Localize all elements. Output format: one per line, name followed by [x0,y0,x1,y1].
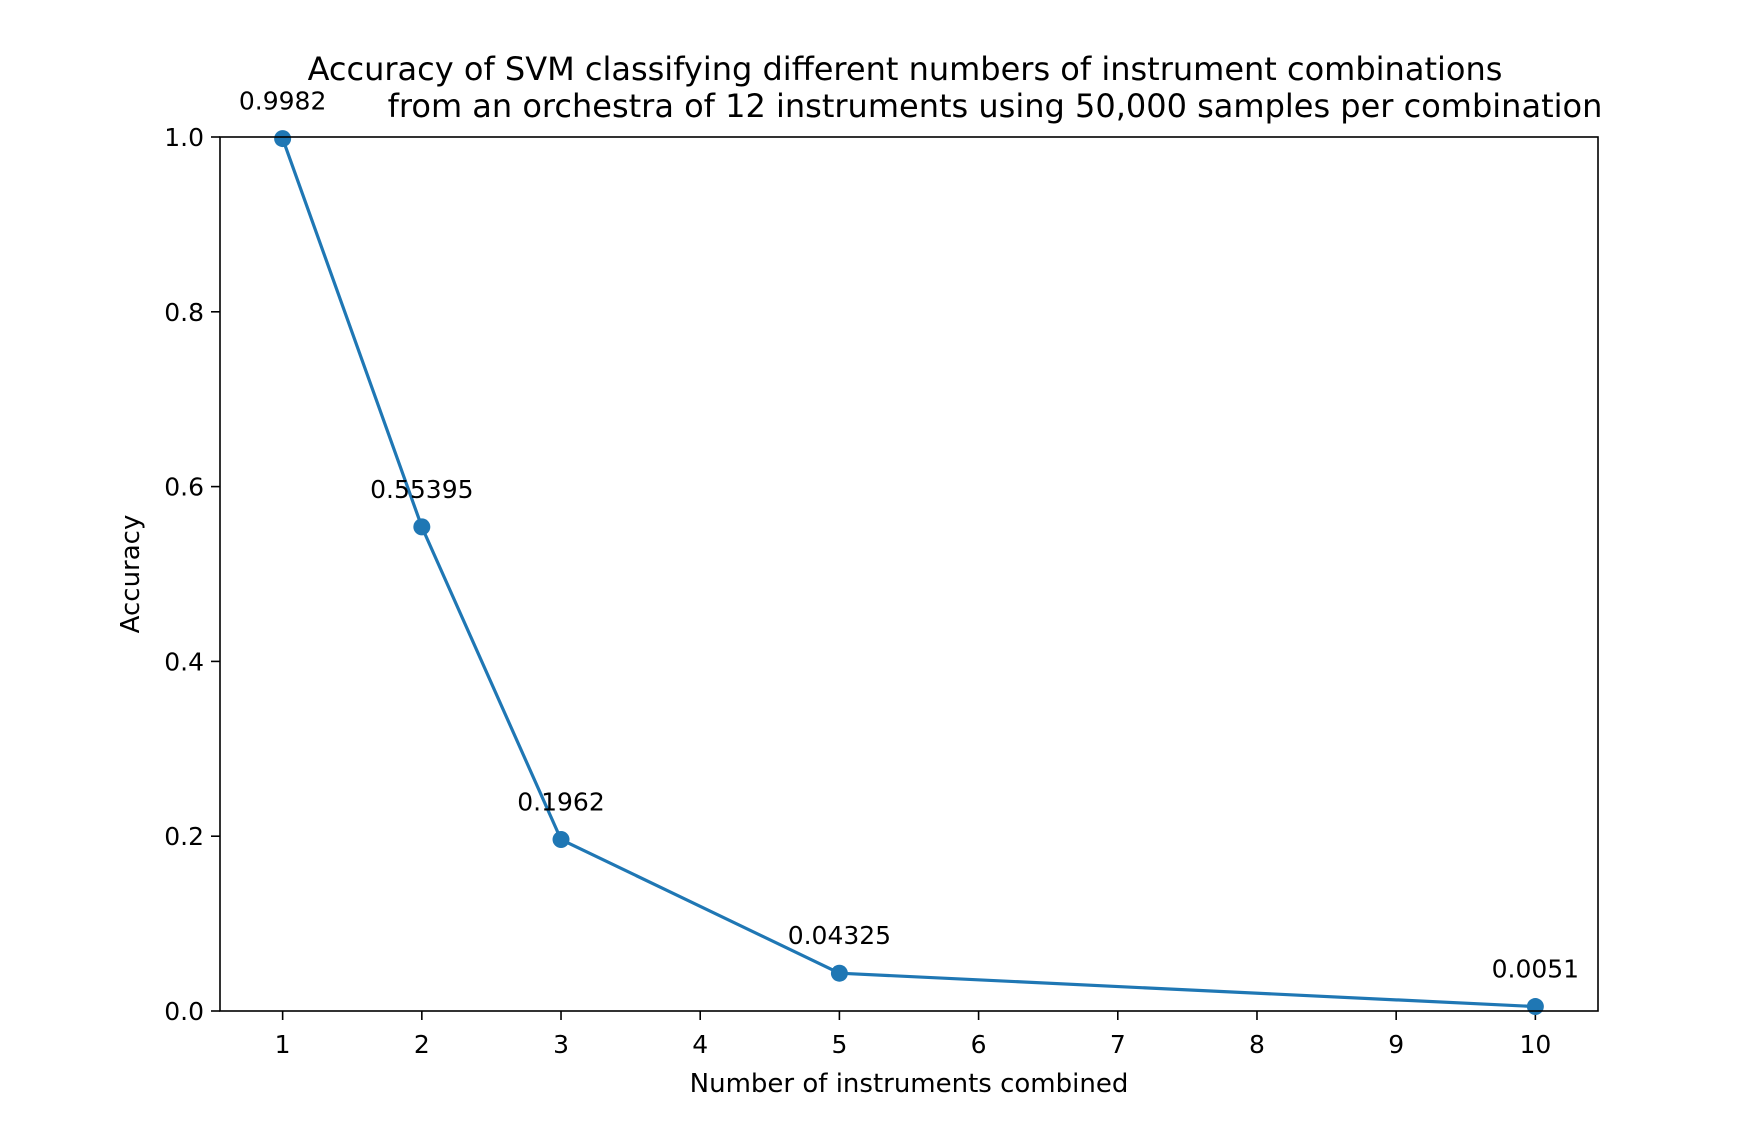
data-label: 0.9982 [239,87,326,116]
y-axis-label: Accuracy [116,515,146,634]
plot-area [220,137,1598,1011]
plot-frame [219,136,1599,1012]
data-point [274,130,292,148]
data-label: 0.0051 [1492,955,1579,984]
chart-title-line-2: from an orchestra of 12 instruments usin… [388,87,1603,125]
y-tick-label: 0.0 [164,997,204,1026]
x-tick-label: 8 [1249,1030,1265,1059]
x-axis-ticks: 1 2 3 4 5 6 7 8 9 10 [275,1011,1551,1059]
x-tick-label: 10 [1519,1030,1551,1059]
x-axis-label: Number of instruments combined [690,1069,1129,1099]
y-tick-label: 0.4 [164,647,204,676]
data-point [1526,998,1544,1016]
x-tick-label: 3 [553,1030,569,1059]
chart-title-line-1: Accuracy of SVM classifying different nu… [308,50,1503,88]
data-label-layer: 0.9982 0.55395 0.1962 0.04325 0.0051 [239,87,1579,984]
x-tick-label: 1 [275,1030,291,1059]
x-tick-label: 6 [971,1030,987,1059]
data-label: 0.04325 [788,921,891,950]
y-tick-label: 0.2 [164,822,204,851]
data-label: 0.1962 [517,788,604,817]
y-tick-label: 1.0 [164,123,204,152]
y-tick-label: 0.6 [164,473,204,502]
x-tick-label: 7 [1110,1030,1126,1059]
y-tick-label: 0.8 [164,298,204,327]
data-point [830,964,848,982]
x-tick-label: 5 [831,1030,847,1059]
x-tick-label: 2 [414,1030,430,1059]
data-point [413,518,431,536]
data-label: 0.55395 [370,475,473,504]
y-axis-ticks: 0.0 0.2 0.4 0.6 0.8 1.0 [164,123,220,1026]
x-tick-label: 9 [1388,1030,1404,1059]
data-point [552,831,570,849]
x-tick-label: 4 [692,1030,708,1059]
